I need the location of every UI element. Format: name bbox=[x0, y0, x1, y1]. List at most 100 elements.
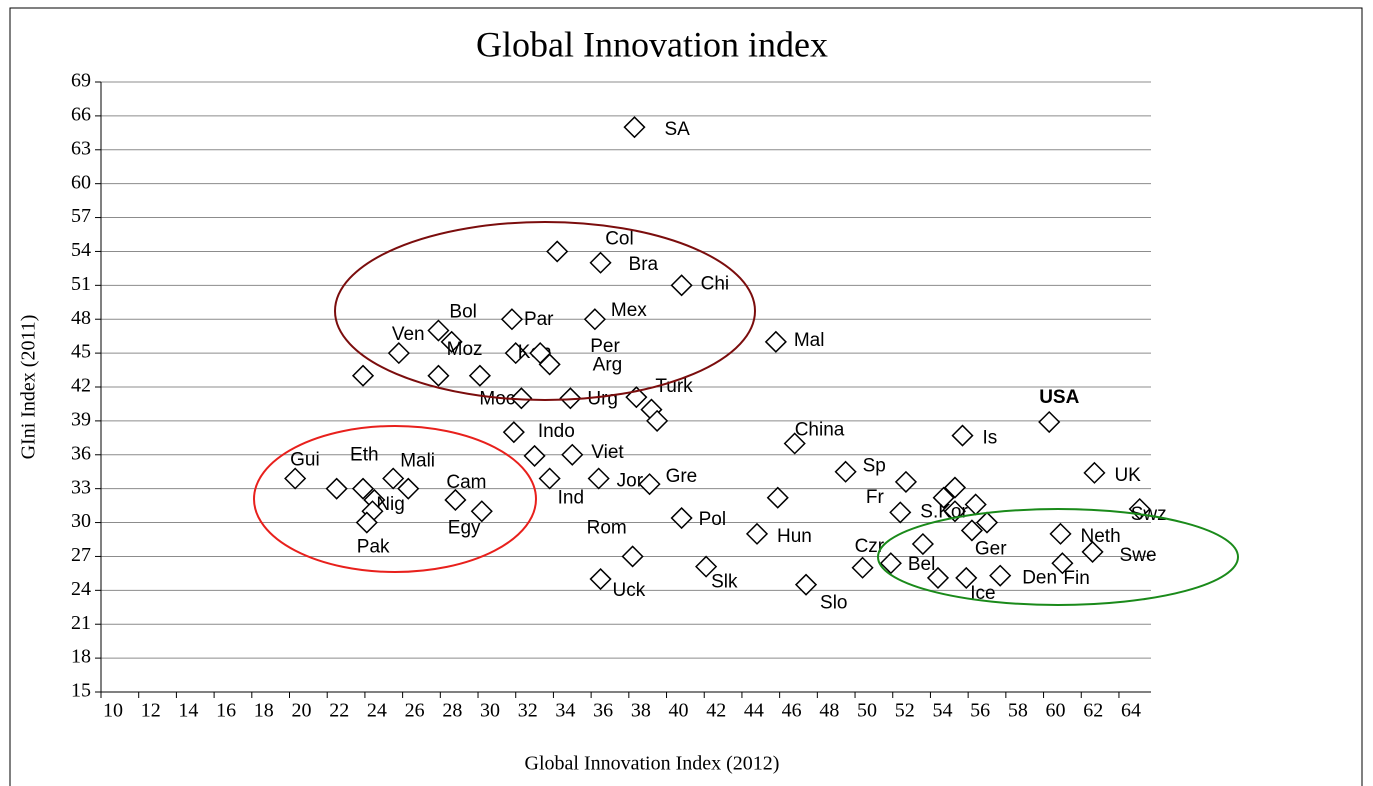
x-tick-label: 60 bbox=[1046, 700, 1066, 722]
point bbox=[960, 519, 983, 542]
x-tick-label: 28 bbox=[442, 700, 462, 722]
point bbox=[1049, 522, 1072, 545]
point bbox=[523, 444, 546, 467]
point bbox=[834, 460, 857, 483]
point bbox=[355, 511, 378, 534]
point bbox=[975, 511, 999, 534]
point-label: Slo bbox=[820, 593, 847, 614]
point bbox=[646, 409, 669, 432]
point-label: Jor bbox=[617, 471, 644, 492]
x-tick-label: 56 bbox=[970, 700, 990, 722]
point bbox=[589, 251, 612, 274]
point bbox=[559, 387, 582, 410]
point-label: SA bbox=[664, 119, 690, 140]
point-label: Arg bbox=[593, 354, 623, 375]
x-tick-label: 20 bbox=[292, 700, 312, 722]
x-axis-label: Global Innovation Index (2012) bbox=[525, 753, 780, 775]
y-tick-label: 18 bbox=[71, 646, 91, 668]
point bbox=[284, 467, 307, 490]
point bbox=[794, 573, 818, 596]
x-tick-label: 22 bbox=[329, 700, 349, 722]
point bbox=[943, 476, 967, 499]
point bbox=[440, 330, 463, 353]
point-label: Gre bbox=[666, 466, 698, 487]
point-label: Ger bbox=[975, 538, 1007, 559]
point-label: Uck bbox=[613, 580, 646, 601]
point-label: Viet bbox=[591, 442, 624, 463]
point-label: UK bbox=[1114, 465, 1141, 486]
y-tick-label: 63 bbox=[71, 137, 91, 159]
point-label: Indo bbox=[538, 421, 575, 442]
x-tick-label: 62 bbox=[1083, 700, 1103, 722]
point-label: Per bbox=[590, 336, 620, 357]
point bbox=[851, 556, 874, 579]
highlight-ellipse bbox=[334, 221, 756, 401]
point-label: Den bbox=[1022, 568, 1057, 589]
point bbox=[510, 387, 533, 410]
point bbox=[670, 506, 693, 530]
point bbox=[989, 564, 1012, 587]
point-label: Chi bbox=[701, 273, 730, 294]
y-tick-label: 21 bbox=[71, 612, 91, 634]
point bbox=[889, 501, 912, 524]
point bbox=[783, 432, 806, 455]
point-label: Eth bbox=[350, 445, 379, 466]
y-tick-label: 57 bbox=[71, 205, 91, 227]
x-tick-label: 64 bbox=[1121, 700, 1141, 722]
point-label: Nig bbox=[376, 494, 405, 515]
point-label: Slk bbox=[711, 572, 738, 593]
point-label: China bbox=[795, 419, 845, 440]
y-tick-label: 66 bbox=[71, 103, 91, 125]
point bbox=[964, 493, 987, 516]
point bbox=[561, 443, 584, 466]
y-tick-label: 33 bbox=[71, 476, 91, 498]
x-tick-label: 32 bbox=[518, 700, 538, 722]
point bbox=[1051, 552, 1074, 575]
point-label: Pol bbox=[699, 509, 726, 530]
point-label: Gui bbox=[290, 450, 320, 471]
x-tick-label: 36 bbox=[593, 700, 613, 722]
y-tick-label: 39 bbox=[71, 408, 91, 430]
point bbox=[623, 116, 646, 139]
point bbox=[538, 353, 561, 376]
point-label: Urg bbox=[587, 388, 618, 409]
point bbox=[943, 500, 967, 523]
point bbox=[621, 545, 644, 568]
point bbox=[955, 566, 978, 589]
point-label: Is bbox=[982, 428, 997, 449]
chart-frame bbox=[9, 7, 1363, 786]
point-label: Pak bbox=[357, 537, 390, 558]
point-label: Moz bbox=[447, 339, 483, 360]
point bbox=[879, 552, 902, 575]
x-tick-label: 18 bbox=[254, 700, 274, 722]
point bbox=[325, 477, 348, 500]
chart-title: Global Innovation index bbox=[476, 24, 828, 64]
point-label: Czr bbox=[855, 536, 885, 557]
y-tick-label: 69 bbox=[71, 70, 91, 92]
point bbox=[387, 342, 410, 365]
point bbox=[538, 467, 561, 490]
point-label: Bol bbox=[449, 302, 476, 323]
x-tick-label: 40 bbox=[669, 700, 689, 722]
point-label: Mal bbox=[794, 330, 825, 351]
x-tick-label: 44 bbox=[744, 700, 764, 722]
point bbox=[932, 486, 955, 509]
point bbox=[1083, 461, 1106, 484]
y-tick-label: 51 bbox=[71, 273, 91, 295]
point bbox=[470, 500, 493, 523]
x-tick-label: 26 bbox=[405, 700, 425, 722]
point bbox=[502, 421, 525, 444]
point-label: Par bbox=[524, 309, 554, 330]
point bbox=[589, 567, 612, 591]
point-label: Sp bbox=[863, 456, 886, 477]
point-label: USA bbox=[1039, 387, 1079, 408]
point bbox=[546, 240, 569, 263]
y-tick-label: 27 bbox=[71, 544, 91, 566]
x-tick-label: 52 bbox=[895, 700, 915, 722]
point-label: Bel bbox=[908, 554, 935, 575]
x-tick-label: 24 bbox=[367, 700, 387, 722]
x-tick-label: 58 bbox=[1008, 700, 1028, 722]
point-label: Egy bbox=[448, 517, 481, 538]
x-tick-label: 34 bbox=[555, 700, 575, 722]
